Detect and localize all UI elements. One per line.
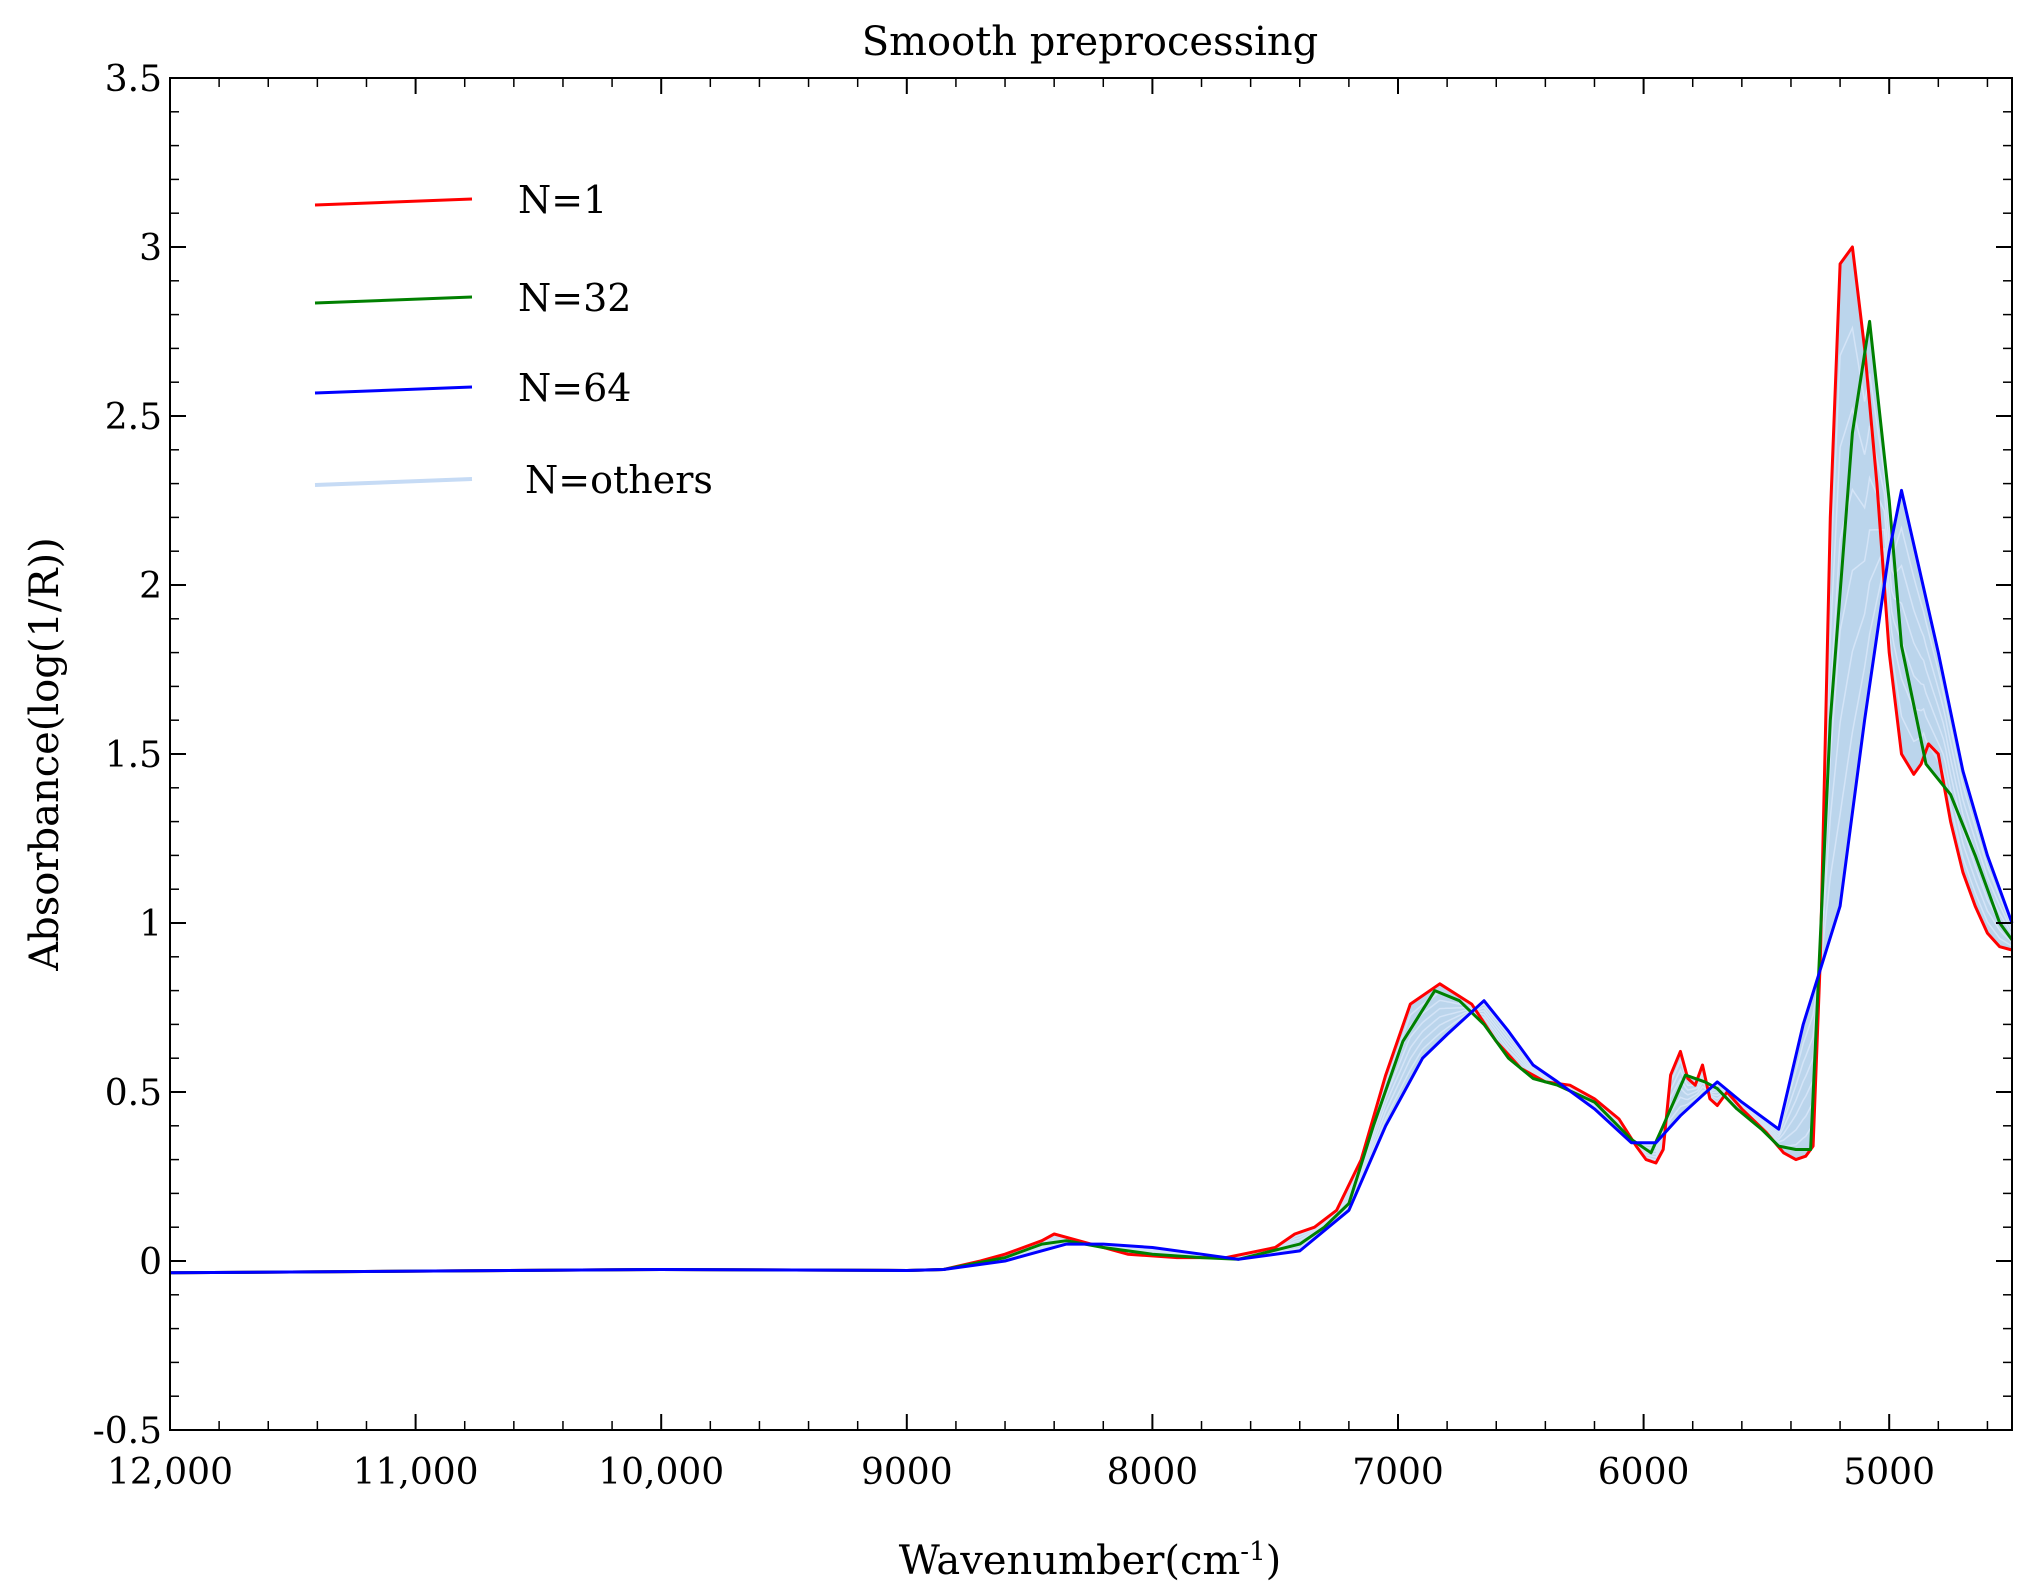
others-series-line	[170, 566, 2013, 1274]
x-tick-label: 10,000	[598, 1452, 724, 1493]
series-line-n-32	[169, 319, 2014, 1275]
legend-swatch	[314, 197, 473, 207]
others-series-line	[170, 475, 2013, 1274]
y-tick-label: 0.5	[105, 1073, 162, 1114]
x-tick-label: 12,000	[107, 1452, 233, 1493]
plot-frame	[169, 77, 2013, 1431]
others-series-line	[170, 528, 2013, 1274]
series-line-n-64	[169, 488, 2014, 1275]
series-layer	[169, 245, 2014, 1275]
axis-ticks	[169, 77, 2012, 1431]
x-tick-label: 9000	[861, 1452, 953, 1493]
y-tick-label: 2.5	[105, 397, 162, 438]
x-axis-title-superscript: -1	[1240, 1537, 1265, 1567]
x-axis-title: Wavenumber(cm-1)	[899, 1537, 1281, 1584]
y-axis-title: Absorbance(log(1/R))	[22, 537, 68, 971]
chart-title: Smooth preprocessing	[862, 19, 1319, 65]
y-tick-label: 3	[139, 228, 162, 269]
y-tick-label: 0	[139, 1242, 162, 1283]
x-tick-label: 7000	[1352, 1452, 1444, 1493]
others-series-line	[170, 325, 2013, 1274]
others-series-line	[170, 547, 2013, 1274]
legend: N=1 N=32 N=64 N=others	[314, 178, 713, 502]
legend-label: N=others	[525, 458, 713, 502]
legend-label: N=1	[518, 178, 607, 222]
y-tick-label: 1	[139, 904, 162, 945]
legend-swatch	[314, 477, 473, 487]
x-tick-labels: 12,000 11,000 10,000 9000 8000 7000 6000 5000	[107, 1452, 1935, 1493]
legend-label: N=64	[518, 366, 631, 410]
y-tick-label: 2	[139, 566, 162, 607]
x-tick-label: 8000	[1107, 1452, 1199, 1493]
legend-label: N=32	[518, 276, 631, 320]
x-tick-label: 11,000	[353, 1452, 479, 1493]
y-tick-label: 3.5	[105, 59, 162, 100]
x-axis-title-end: )	[1266, 1538, 1282, 1584]
x-tick-label: 5000	[1843, 1452, 1935, 1493]
series-line-n-1	[169, 245, 2013, 1275]
y-tick-labels: 3.5 3 2.5 2 1.5 1 0.5 0 -0.5	[93, 59, 162, 1452]
others-band-area	[170, 247, 2012, 1273]
others-band	[170, 247, 2013, 1274]
y-tick-label: -0.5	[93, 1411, 162, 1452]
x-tick-label: 6000	[1598, 1452, 1690, 1493]
legend-swatch	[314, 385, 473, 395]
others-series-line	[170, 406, 2013, 1274]
x-axis-title-main: Wavenumber(cm	[899, 1538, 1241, 1584]
y-tick-label: 1.5	[105, 735, 162, 776]
legend-swatch	[314, 295, 473, 305]
